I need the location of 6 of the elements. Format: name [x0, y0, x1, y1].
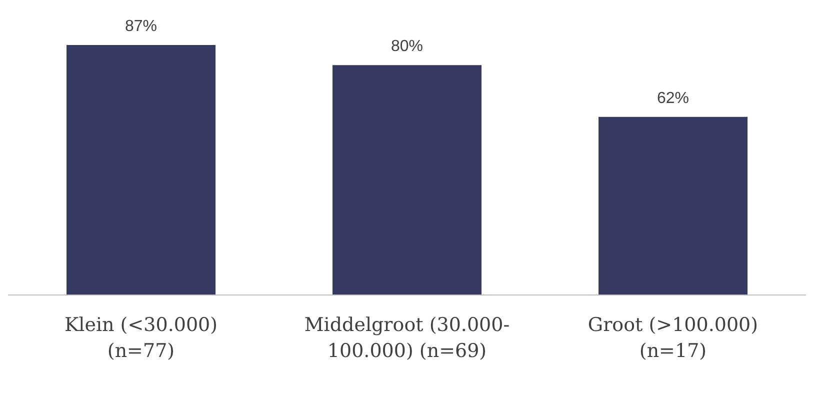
x-tick-label: Klein (<30.000) (n=77)	[64, 314, 218, 362]
data-label: 87%	[125, 18, 158, 35]
x-tick-label: Groot (>100.000) (n=17)	[588, 314, 758, 362]
data-label: 62%	[657, 90, 690, 107]
data-label: 80%	[391, 38, 424, 56]
x-tick-label: Middelgroot (30.000-100.000) (n=69)	[304, 314, 510, 362]
